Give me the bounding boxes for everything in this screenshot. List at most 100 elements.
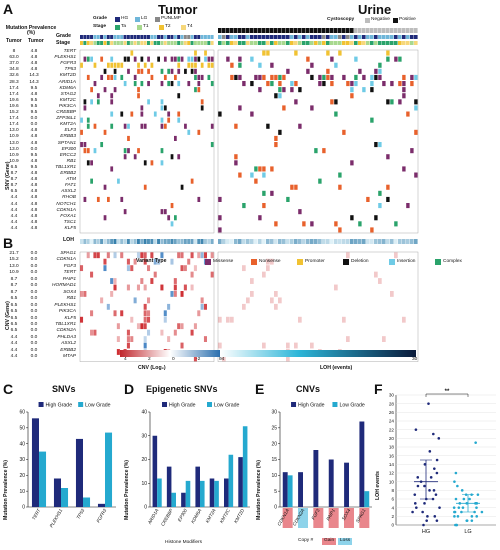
snv-gene-name: EP300 [61,146,76,152]
cysto-cell [346,28,350,33]
grade-cell [374,35,378,39]
tumor-col-header: Tumor [6,38,22,44]
snv-urine-prevalence: 0.0 [30,122,38,128]
snv-cell [113,74,117,80]
snv-tumor-prevalence: 4.4 [10,201,18,207]
variant-type-label: Variant Type [136,258,167,264]
snv-cell [310,105,314,111]
stage-cell [278,41,282,45]
snv-cell [120,62,124,68]
snv-cell [274,142,278,148]
stage-cell [157,41,160,45]
loh-cell [246,239,250,244]
snv-tumor-prevalence: 8.7 [10,183,18,189]
cysto-cell [386,28,390,33]
cnv-cell [126,336,130,342]
bar-high-grade [238,457,243,507]
snv-cell [314,148,318,154]
snv-cell [262,203,266,209]
scatter-point [413,502,417,505]
snv-urine-prevalence: 4.8 [30,225,38,231]
stage-cell [302,41,306,45]
cnv-cell [90,271,94,278]
grade-cell [200,35,204,39]
snv-cell [120,74,124,80]
snv-cell [378,142,382,148]
variant-swatch [297,259,303,265]
tumor-title: Tumor [158,2,198,17]
snv-cell [250,81,254,87]
loss-label: Loss [338,538,353,545]
snv-cell [160,99,164,105]
stage-cell [86,41,90,45]
stage-cell [100,41,104,45]
scatter-point [433,467,436,470]
cnv-urine-prevalence: 0.0 [30,341,38,347]
scatter-point [437,437,441,440]
cnv-cell [167,336,171,342]
cnv-cell [286,355,290,362]
loh-cell [173,239,177,244]
grade-cell [163,35,167,39]
snv-tumor-prevalence: 6.5 [10,164,18,170]
grade-cell [334,35,338,39]
snv-cell [190,62,194,68]
snv-cell [330,99,334,105]
snv-cell [160,123,164,129]
grade-cell [190,35,194,39]
snv-gene-name: ERBB3 [60,134,76,140]
snv-cell [80,117,83,123]
urine-snv-frame [217,49,419,234]
snv-cell [254,74,258,80]
stage-cell [406,41,410,45]
snv-cell [200,105,204,111]
cnv-cell [193,323,197,330]
snv-cell [274,74,278,80]
y-tick-label: 8 [391,488,394,493]
snv-cell [394,221,398,227]
grade-cell [250,35,254,39]
snv-gene-name: SPTAN1 [57,140,76,146]
cnv-cell [266,258,270,265]
cnv-cell [160,252,164,259]
snv-cell [80,129,83,135]
snv-cell [127,123,130,129]
snv-cell [342,74,346,80]
grade-cell [386,35,390,39]
cnv-tumor-prevalence: 21.7 [9,251,19,256]
stage-cell [330,41,334,45]
cnv-cell [173,278,177,284]
snv-urine-prevalence: 9.5 [30,103,38,109]
snv-cell [160,117,164,123]
y-tick-label: 18 [389,445,395,450]
panel-e-title: CNVs [296,384,321,394]
snv-tumor-prevalence: 63.0 [9,55,19,61]
snv-cell [177,81,181,87]
cysto-cell [398,28,402,33]
cnv-cell [163,316,167,323]
loh-cell [346,239,350,244]
cysto-cell [218,28,222,33]
snv-cell [177,93,181,99]
cysto-cell [306,28,310,33]
snv-cell [270,74,274,80]
snv-tumor-prevalence: 32.6 [9,73,19,79]
cnv-tumor-prevalence: 4.4 [10,341,18,347]
cnv-cell [402,316,406,323]
bar-high-grade [31,418,39,507]
cnv-gene-name: KLF5 [64,315,76,321]
snv-cell [187,62,191,68]
x-category-label: FGF3 [310,508,320,521]
snv-cell [298,87,302,93]
grade-cell [170,35,174,39]
snv-cell [194,62,197,68]
cnv-cell [298,316,302,323]
grade-cell [197,35,201,39]
snv-cell [414,172,418,178]
snv-cell [254,178,258,184]
cnv-tumor-prevalence: 6.5 [10,328,18,334]
grade-cell [294,35,298,39]
loh-cell [180,239,184,244]
snv-tumor-prevalence: 19.6 [9,97,19,103]
cnv-gene-name: SPAG1 [60,251,76,256]
